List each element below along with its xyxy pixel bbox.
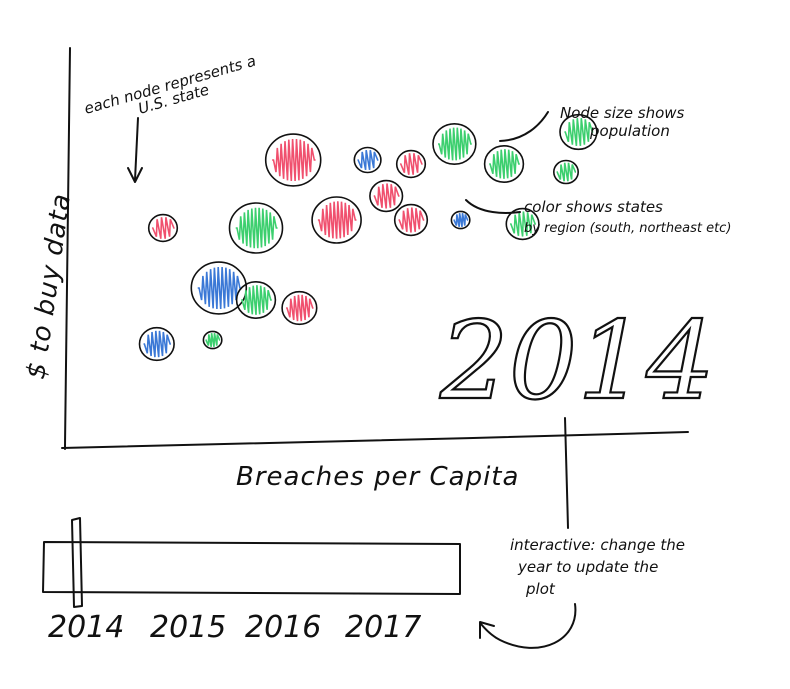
state-node xyxy=(311,196,362,244)
state-node-outline xyxy=(483,145,525,184)
state-node-fill xyxy=(241,285,272,315)
state-node xyxy=(190,261,248,315)
slider-annotation-line-3: plot xyxy=(525,580,556,598)
state-node xyxy=(393,203,429,237)
state-node-outline xyxy=(264,133,322,187)
state-node-fill xyxy=(489,149,520,179)
state-node xyxy=(559,113,598,151)
state-node xyxy=(552,159,579,185)
svg-text:color shows states: color shows states xyxy=(524,198,663,216)
state-node-outline xyxy=(559,113,598,151)
size-annotation-line-2: population xyxy=(589,122,670,140)
slider-year-2016[interactable]: 2016 xyxy=(245,610,321,645)
state-node-fill xyxy=(272,138,316,182)
state-node-outline xyxy=(311,196,362,244)
slider-year-labels: 2014 2015 2016 2017 xyxy=(48,610,421,645)
state-node-outline xyxy=(505,207,540,241)
state-node xyxy=(483,145,525,184)
state-node-outline xyxy=(281,290,318,326)
state-node xyxy=(138,326,175,362)
state-node xyxy=(369,179,404,213)
current-year-label: 2014 xyxy=(439,299,715,424)
state-node-fill xyxy=(556,162,577,182)
state-node-outline xyxy=(190,261,248,315)
state-node-fill xyxy=(357,149,379,171)
size-annotation: Node size shows population xyxy=(499,104,685,142)
state-node xyxy=(353,146,382,174)
state-node-fill xyxy=(453,212,469,228)
state-node xyxy=(235,280,277,319)
state-node-fill xyxy=(317,201,357,239)
state-node-fill xyxy=(235,207,278,249)
state-node-outline xyxy=(147,213,179,243)
slider-year-2014[interactable]: 2014 xyxy=(48,610,124,645)
state-node-outline xyxy=(138,326,175,362)
state-node-outline xyxy=(552,159,579,185)
state-nodes xyxy=(138,113,598,362)
state-node-outline xyxy=(202,330,223,350)
svg-text:population: population xyxy=(589,122,670,140)
svg-text:plot: plot xyxy=(525,580,556,598)
state-node xyxy=(228,202,284,254)
state-node xyxy=(281,290,318,326)
x-axis xyxy=(61,431,689,449)
slider-annotation-arrow xyxy=(479,603,577,649)
state-node-fill xyxy=(564,118,594,146)
svg-text:year to update the: year to update the xyxy=(517,558,658,576)
state-node-fill xyxy=(438,127,472,161)
state-node-fill xyxy=(373,183,400,209)
state-node-outline xyxy=(235,280,277,319)
size-annotation-line-1: Node size shows xyxy=(560,104,685,122)
svg-text:interactive: change the: interactive: change the xyxy=(510,536,685,554)
node-annotation-arrow xyxy=(127,117,143,183)
svg-text:by region (south, northeast et: by region (south, northeast etc) xyxy=(524,221,731,236)
state-node-fill xyxy=(510,211,536,237)
node-annotation: each node represents a U.S. state xyxy=(82,52,258,183)
state-node-fill xyxy=(152,217,175,239)
slider-handle[interactable] xyxy=(71,517,83,608)
year-pointer-line xyxy=(564,417,569,529)
slider-track[interactable] xyxy=(42,541,461,595)
state-node-fill xyxy=(205,332,221,348)
state-node xyxy=(450,210,471,230)
state-node-fill xyxy=(286,294,314,322)
slider-year-2017[interactable]: 2017 xyxy=(345,610,421,645)
state-node-fill xyxy=(143,330,171,358)
color-annotation-leader xyxy=(465,199,521,214)
state-node-outline xyxy=(353,146,382,174)
state-node-fill xyxy=(398,207,425,233)
slider-annotation: interactive: change the year to update t… xyxy=(479,536,685,649)
slider-annotation-line-2: year to update the xyxy=(517,558,658,576)
state-node-outline xyxy=(369,179,404,213)
state-node xyxy=(147,213,179,243)
state-node-outline xyxy=(395,149,427,179)
svg-text:Node size shows: Node size shows xyxy=(560,104,685,122)
slider-year-2015[interactable]: 2015 xyxy=(150,610,226,645)
slider-annotation-line-1: interactive: change the xyxy=(510,536,685,554)
color-annotation-line-1: color shows states xyxy=(524,198,663,216)
state-node xyxy=(395,149,427,179)
state-node-outline xyxy=(432,123,477,166)
state-node-outline xyxy=(450,210,471,230)
y-axis-label: $ to buy data xyxy=(21,191,77,381)
color-annotation: color shows states by region (south, nor… xyxy=(465,198,731,236)
state-node-outline xyxy=(228,202,284,254)
state-node xyxy=(505,207,540,241)
state-node xyxy=(432,123,477,166)
color-annotation-line-2: by region (south, northeast etc) xyxy=(524,221,731,236)
state-node-outline xyxy=(393,203,429,237)
state-node xyxy=(202,330,223,350)
year-slider[interactable] xyxy=(42,517,461,608)
x-axis-label: Breaches per Capita xyxy=(236,462,519,492)
y-axis xyxy=(64,47,71,450)
state-node xyxy=(264,133,322,187)
state-node-fill xyxy=(197,266,242,310)
state-node-fill xyxy=(400,153,423,175)
size-annotation-leader xyxy=(499,111,549,142)
